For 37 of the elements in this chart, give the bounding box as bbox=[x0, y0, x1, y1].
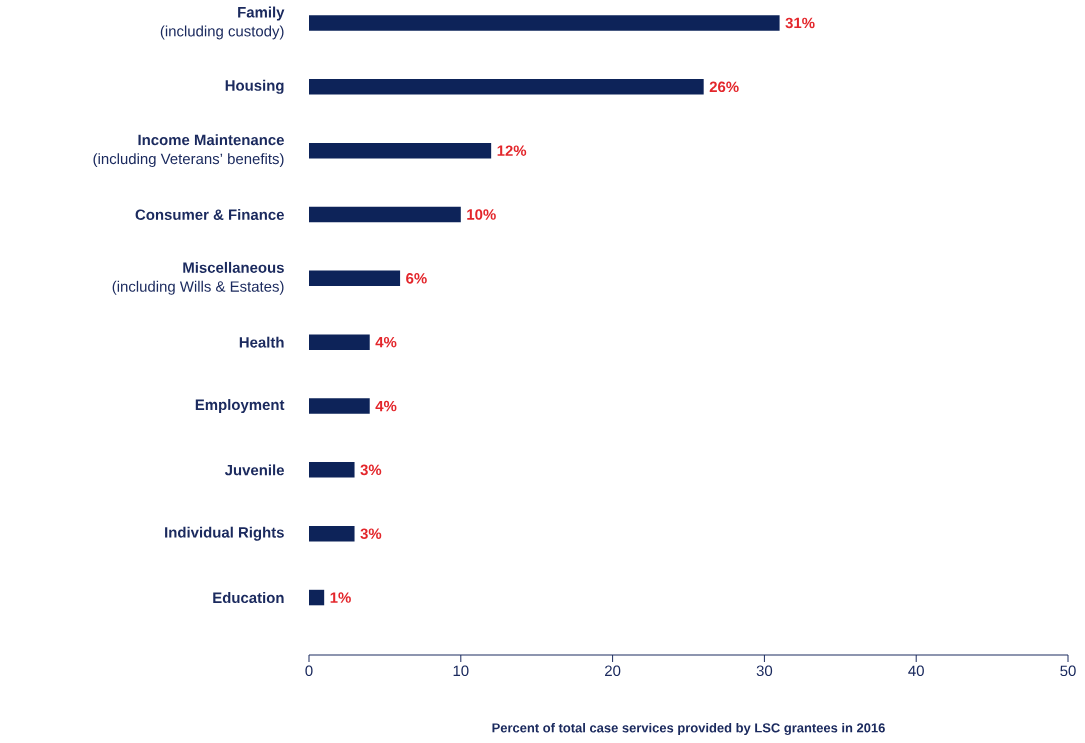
y-tick-label: Miscellaneous (including Wills & Estates) bbox=[112, 261, 284, 295]
y-tick-label: Employment bbox=[195, 399, 285, 413]
data-label: 4% bbox=[375, 336, 397, 348]
data-label: 31% bbox=[785, 17, 815, 29]
y-tick-label: Individual Rights bbox=[165, 526, 284, 541]
bar bbox=[309, 206, 461, 223]
bar bbox=[309, 270, 401, 287]
x-axis-title: Percent of total case services provided by LSC grantees in 2016 bbox=[492, 722, 885, 736]
bar bbox=[309, 334, 370, 350]
bar bbox=[309, 589, 325, 606]
bar bbox=[309, 525, 355, 542]
data-label: 10% bbox=[467, 209, 496, 220]
x-tick-label: 40 bbox=[908, 665, 924, 677]
data-label: 4% bbox=[375, 400, 397, 412]
x-tick-label: 30 bbox=[756, 665, 773, 677]
y-tick-label: Family (including custody) bbox=[160, 6, 285, 40]
data-label: 6% bbox=[406, 273, 427, 284]
data-label: 1% bbox=[330, 592, 351, 603]
bar bbox=[309, 398, 370, 414]
y-tick-label: Health bbox=[239, 336, 284, 348]
x-tick-label: 50 bbox=[1060, 665, 1076, 677]
x-tick-label: 10 bbox=[453, 665, 469, 677]
bar bbox=[309, 15, 780, 31]
y-tick-label: Juvenile bbox=[224, 464, 284, 476]
y-tick-label: Consumer & Finance bbox=[135, 209, 284, 220]
data-label: 12% bbox=[497, 145, 527, 156]
y-tick-label: Housing bbox=[225, 79, 284, 94]
bar bbox=[309, 462, 355, 478]
y-tick-label: Income Maintenance (including Veterans’ benefits) bbox=[93, 134, 284, 168]
x-tick-label: 20 bbox=[605, 665, 621, 677]
data-label: 3% bbox=[360, 464, 382, 476]
y-tick-label: Education bbox=[213, 592, 284, 604]
data-label: 26% bbox=[709, 81, 739, 93]
bar bbox=[309, 142, 492, 159]
data-label: 3% bbox=[360, 528, 382, 540]
x-tick-label: 0 bbox=[305, 665, 313, 677]
bar bbox=[309, 79, 704, 95]
